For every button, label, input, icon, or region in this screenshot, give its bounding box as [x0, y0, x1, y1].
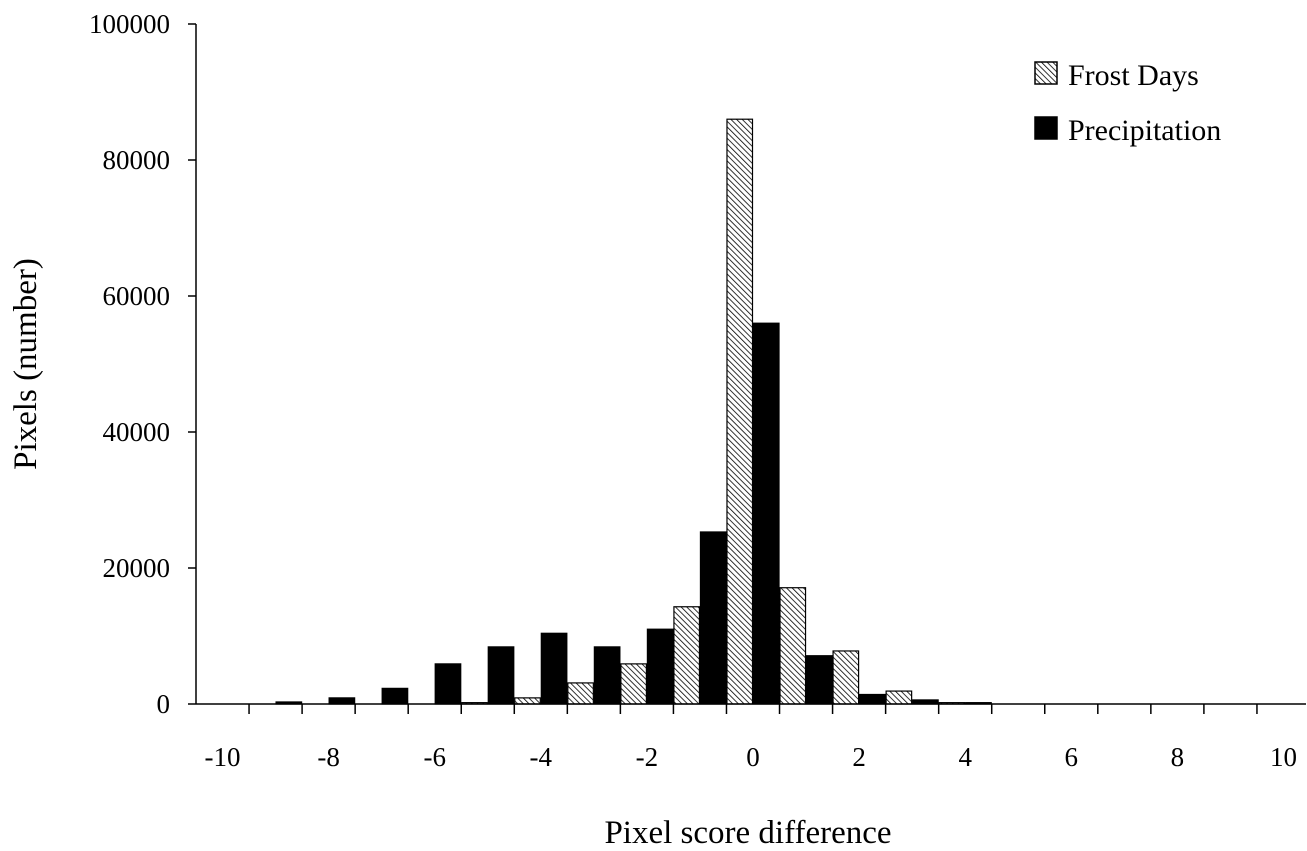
- bar-precipitation--8: [328, 697, 356, 705]
- bar-frost-days-3: [885, 690, 913, 705]
- y-tick-label-80000: 80000: [103, 145, 171, 175]
- y-axis-title: Pixels (number): [8, 258, 44, 470]
- bar-precipitation--6: [434, 663, 462, 705]
- x-tick-label-2: 2: [852, 742, 866, 772]
- y-tick-label-40000: 40000: [103, 417, 171, 447]
- bar-frost-days--1: [673, 606, 701, 705]
- y-tick-label-20000: 20000: [103, 553, 171, 583]
- axes-group: 0 20000 40000 60000 80000 100000 -10 -8 -6 -4 -2 0 2…: [89, 9, 1306, 772]
- bar-frost-days--2: [620, 663, 648, 705]
- legend-swatch-precipitation: [1034, 116, 1058, 140]
- bar-precipitation--2: [646, 628, 674, 705]
- x-tick-label--10: -10: [205, 742, 241, 772]
- bar-frost-days--4: [514, 697, 541, 705]
- y-tick-label-60000: 60000: [103, 281, 171, 311]
- y-tick-label-100000: 100000: [89, 9, 170, 39]
- bar-precipitation--5: [487, 646, 515, 705]
- x-tick-label-4: 4: [958, 742, 972, 772]
- x-tick-label--8: -8: [317, 742, 340, 772]
- legend-swatch-frost-days: [1034, 61, 1058, 85]
- bar-frost-days-1: [779, 587, 807, 705]
- x-tick-label--4: -4: [530, 742, 553, 772]
- y-tick-label-0: 0: [157, 689, 171, 719]
- bar-frost-days-0: [726, 118, 754, 705]
- bar-precipitation--4: [540, 632, 568, 705]
- x-tick-label-8: 8: [1171, 742, 1185, 772]
- bar-precipitation-1: [805, 655, 833, 705]
- legend: Frost Days Precipitation: [1034, 59, 1221, 147]
- bar-frost-days--3: [567, 682, 594, 705]
- bar-precipitation--7: [381, 687, 409, 705]
- bar-precipitation-0: [752, 322, 780, 705]
- x-tick-label-10: 10: [1270, 742, 1297, 772]
- bars-group: [275, 118, 992, 705]
- legend-label-precipitation: Precipitation: [1068, 114, 1221, 147]
- legend-label-frost-days: Frost Days: [1068, 59, 1199, 92]
- x-axis-title: Pixel score difference: [604, 815, 891, 851]
- bar-precipitation--1: [699, 531, 727, 705]
- x-tick-label--2: -2: [636, 742, 659, 772]
- x-tick-label-6: 6: [1065, 742, 1079, 772]
- x-tick-label-0: 0: [746, 742, 760, 772]
- x-tick-label--6: -6: [423, 742, 446, 772]
- bar-precipitation--3: [593, 646, 621, 705]
- bar-precipitation-2: [858, 693, 886, 705]
- bar-frost-days-2: [832, 650, 860, 705]
